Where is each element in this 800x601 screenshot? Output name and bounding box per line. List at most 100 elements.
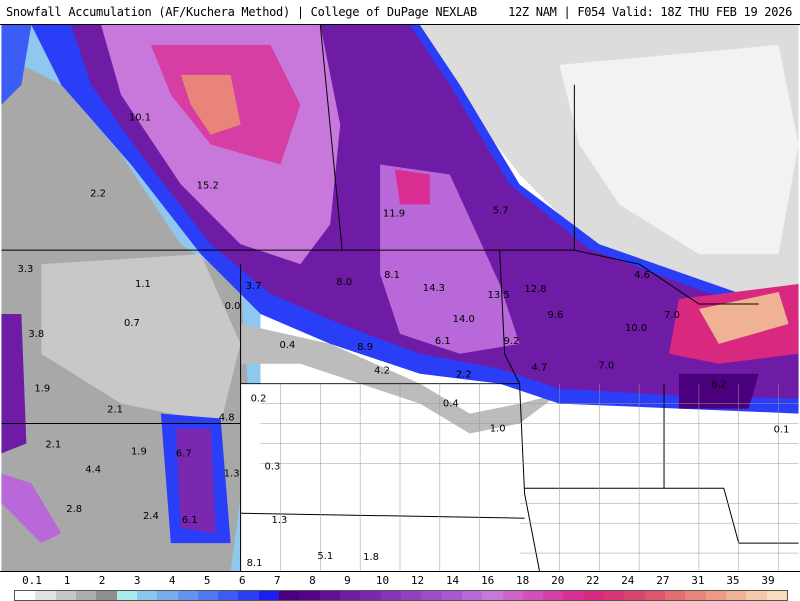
value-label: 4.4 (85, 464, 101, 475)
legend-swatch (766, 591, 787, 600)
value-label: 5.1 (317, 551, 333, 562)
field-pink-sw (1, 473, 62, 544)
legend-swatch (218, 591, 239, 600)
legend-swatch (319, 591, 340, 600)
value-label: 10.1 (129, 113, 151, 124)
value-label: 7.0 (664, 310, 680, 321)
field-salmon-nw (180, 74, 241, 135)
field-magenta-center (380, 164, 520, 354)
value-label: 8.1 (384, 270, 400, 281)
value-label: 3.8 (28, 329, 44, 340)
legend-swatch (136, 591, 158, 600)
value-label: 6.7 (176, 448, 192, 459)
value-label: 1.0 (490, 424, 506, 435)
legend-label: 7 (274, 574, 281, 587)
legend-swatch (421, 591, 442, 600)
legend-swatch (35, 591, 56, 600)
legend-swatch (96, 591, 117, 600)
legend-label: 3 (133, 574, 141, 587)
legend-swatch (705, 591, 726, 600)
value-label: 9.6 (548, 310, 564, 321)
value-label: 11.9 (383, 208, 405, 219)
legend-swatch (340, 591, 361, 600)
field-purple-south (175, 428, 216, 534)
value-label: 0.7 (124, 318, 140, 329)
value-label: 0.4 (279, 340, 295, 351)
value-label: 2.2 (456, 370, 472, 381)
value-label: 1.9 (34, 384, 50, 395)
value-label: 10.0 (625, 323, 647, 334)
value-label: 8.9 (357, 342, 373, 353)
value-label: 2.1 (107, 405, 123, 416)
value-label: 0.0 (225, 301, 241, 312)
legend-label: 16 (480, 574, 495, 587)
legend-swatch (177, 591, 198, 600)
value-label: 12.8 (524, 284, 546, 295)
value-label: 1.3 (272, 515, 288, 526)
field-left-edge-blue (1, 25, 32, 105)
legend-swatch (299, 591, 320, 600)
legend-label: 31 (691, 574, 705, 587)
legend-swatch (563, 591, 584, 600)
legend-label: 18 (516, 574, 530, 587)
legend-label: 10 (375, 574, 390, 587)
value-label: 6.2 (711, 380, 727, 391)
value-label: 3.3 (17, 264, 33, 275)
legend-swatch (157, 591, 178, 600)
legend-swatch (583, 591, 605, 600)
legend-label: 24 (621, 574, 635, 587)
legend-label: 9 (344, 574, 351, 587)
legend-label: 1 (63, 574, 71, 587)
legend-label: 20 (551, 574, 565, 587)
legend-swatch (665, 591, 686, 600)
legend-label: 6 (238, 574, 246, 587)
legend-swatch (604, 591, 625, 600)
field-pink-center (395, 169, 430, 205)
value-label: 2.4 (143, 511, 159, 522)
legend-swatch (380, 591, 401, 600)
value-label: 6.1 (182, 515, 198, 526)
legend-label: 2 (98, 574, 106, 587)
value-label: 3.7 (246, 281, 262, 292)
value-label: 4.7 (532, 363, 548, 374)
value-label: 5.7 (493, 205, 509, 216)
county-lines (260, 383, 799, 571)
legend-swatch (624, 591, 645, 600)
legend-swatch (116, 591, 137, 600)
value-label: 0.3 (265, 461, 281, 472)
value-label: 4.2 (374, 366, 390, 377)
legend-swatch (441, 591, 462, 600)
legend-label: 27 (656, 574, 670, 587)
legend-swatch (522, 591, 544, 600)
legend-labels: 0.1 1 2 3 4 5 6 7 8 9 10 12 14 16 18 20 22 24 27 31 35 39 (0, 573, 800, 587)
legend-label: 4 (168, 574, 176, 587)
value-label: 1.9 (131, 446, 147, 457)
color-legend: 0.1 1 2 3 4 5 6 7 8 9 10 12 14 16 18 20 22 24 27 31 35 39 (0, 573, 800, 601)
value-label: 0.1 (774, 425, 790, 436)
value-label: 2.2 (90, 188, 106, 199)
value-label: 14.3 (423, 283, 445, 294)
value-label: 2.8 (66, 504, 82, 515)
value-label: 2.1 (45, 439, 61, 450)
field-no-snow (240, 383, 799, 571)
legend-swatch (461, 591, 483, 600)
legend-swatch (279, 591, 300, 600)
legend-label: 35 (726, 574, 740, 587)
legend-swatch (15, 591, 36, 600)
legend-label: 14 (445, 574, 460, 587)
value-label: 9.2 (504, 336, 520, 347)
legend-colorbar (14, 590, 788, 601)
legend-swatch (197, 591, 219, 600)
legend-swatch (400, 591, 422, 600)
value-label: 4.6 (634, 270, 650, 281)
legend-swatch (746, 591, 767, 600)
field-gray-band (240, 323, 560, 434)
legend-swatch (725, 591, 747, 600)
legend-swatch (75, 591, 97, 600)
value-label: 1.1 (135, 279, 151, 290)
field-left-lightgray (41, 254, 241, 424)
legend-swatch (360, 591, 381, 600)
legend-swatch (238, 591, 259, 600)
snowfall-map: 10.1 15.2 2.2 11.9 5.7 3.3 1.1 3.7 8.0 8.1 14.3 13.… (0, 24, 800, 572)
state-borders (1, 25, 799, 571)
